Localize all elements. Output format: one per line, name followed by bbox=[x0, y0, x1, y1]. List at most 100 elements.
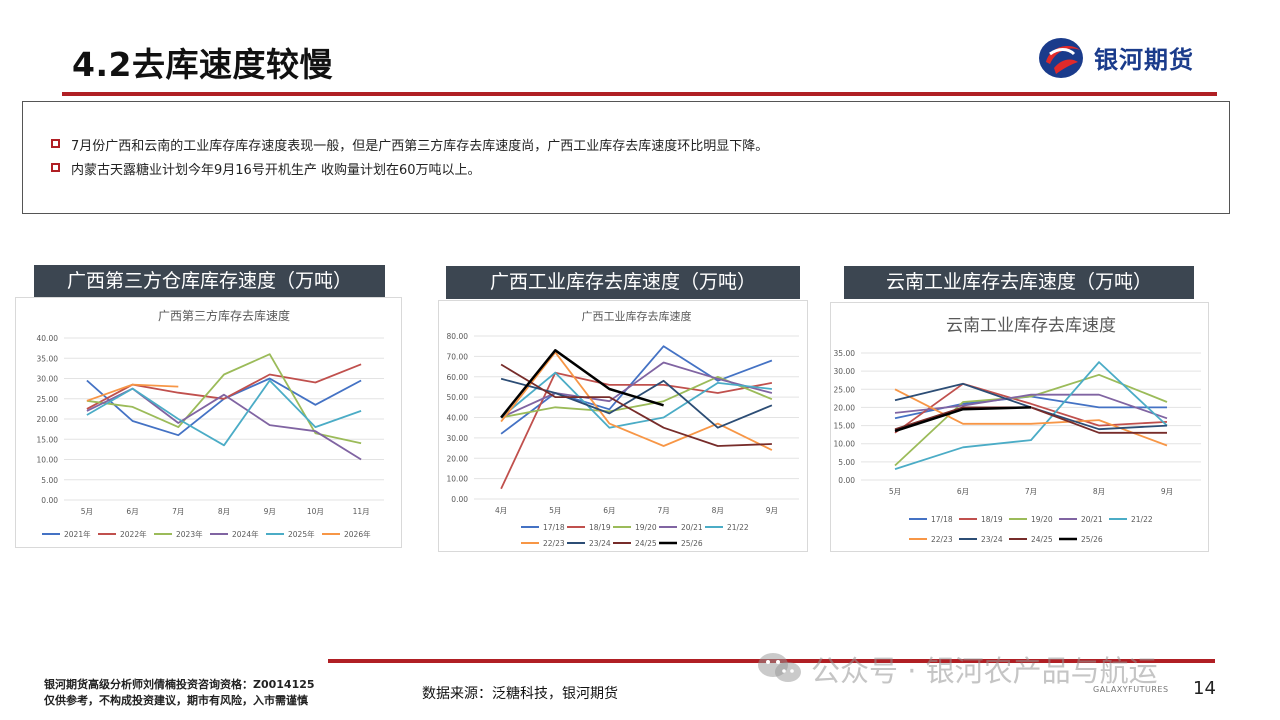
series-line-18/19 bbox=[894, 382, 1168, 434]
series-line-22/23 bbox=[500, 351, 773, 451]
logo-text: 银河期货 bbox=[1094, 46, 1194, 74]
chart-header-guangxi-industrial: 广西工业库存去库速度（万吨） bbox=[446, 266, 800, 299]
summary-box: 7月份广西和云南的工业库存库存速度表现一般，但是广西第三方库存去库速度尚，广西工… bbox=[22, 101, 1230, 214]
x-tick-label: 4月 bbox=[495, 506, 507, 515]
series-line-21/22 bbox=[500, 371, 773, 429]
analyst-qualification: 银河期货高级分析师刘倩楠投资咨询资格：Z0014125 bbox=[44, 678, 315, 691]
series-line-2025年 bbox=[86, 379, 362, 447]
legend-label: 21/22 bbox=[727, 523, 749, 532]
chart-svg: 广西第三方库存去库速度 0.00 5.00 10.00 15.00 20.00 25.00 3… bbox=[37, 308, 384, 539]
y-tick-label: 20.00 bbox=[447, 454, 469, 463]
y-tick-label: 30.00 bbox=[37, 375, 59, 384]
legend-label: 19/20 bbox=[1031, 515, 1053, 524]
y-tick-label: 25.00 bbox=[834, 385, 856, 394]
chart-guangxi-third-party: 广西第三方库存去库速度 0.00 5.00 10.00 15.00 20.00 25.00 3… bbox=[15, 297, 402, 548]
x-tick-label: 8月 bbox=[218, 507, 230, 516]
legend-label: 2021年 bbox=[64, 529, 91, 539]
bullet-square-icon bbox=[51, 139, 60, 148]
y-tick-label: 25.00 bbox=[37, 395, 59, 404]
y-tick-label: 10.00 bbox=[834, 440, 856, 449]
x-tick-label: 5月 bbox=[81, 507, 93, 516]
galaxy-logo-icon bbox=[1039, 38, 1083, 78]
legend-label: 20/21 bbox=[681, 523, 703, 532]
x-tick-label: 6月 bbox=[603, 506, 615, 515]
series-line-24/25 bbox=[500, 363, 772, 447]
y-tick-label: 10.00 bbox=[447, 475, 469, 484]
x-tick-label: 8月 bbox=[1093, 487, 1105, 496]
y-tick-label: 35.00 bbox=[834, 349, 856, 358]
legend-label: 24/25 bbox=[1031, 535, 1053, 544]
y-tick-label: 20.00 bbox=[37, 415, 59, 424]
legend-label: 20/21 bbox=[1081, 515, 1103, 524]
chart-header-yunnan-industrial: 云南工业库存去库速度（万吨） bbox=[844, 266, 1194, 299]
series-line-25/26 bbox=[500, 349, 664, 419]
title-divider bbox=[62, 92, 1217, 96]
y-tick-label: 30.00 bbox=[447, 434, 469, 443]
y-tick-label: 5.00 bbox=[41, 476, 58, 485]
legend-label: 24/25 bbox=[635, 539, 657, 548]
y-tick-label: 30.00 bbox=[834, 367, 856, 376]
y-tick-label: 20.00 bbox=[834, 403, 856, 412]
chart-title: 广西工业库存去库速度 bbox=[582, 309, 692, 323]
bullet-text: 内蒙古天露糖业计划今年9月16号开机生产 收购量计划在60万吨以上。 bbox=[71, 163, 481, 178]
legend-label: 22/23 bbox=[543, 539, 565, 548]
legend-label: 2023年 bbox=[176, 529, 203, 539]
legend-label: 2025年 bbox=[288, 529, 315, 539]
x-tick-label: 9月 bbox=[766, 506, 778, 515]
chart-title: 广西第三方库存去库速度 bbox=[158, 308, 290, 323]
x-tick-label: 6月 bbox=[957, 487, 969, 496]
x-tick-label: 11月 bbox=[353, 507, 370, 516]
data-source: 数据来源：泛糖科技，银河期货 bbox=[422, 686, 618, 702]
legend-label: 18/19 bbox=[589, 523, 611, 532]
y-tick-label: 0.00 bbox=[41, 496, 58, 505]
y-tick-label: 0.00 bbox=[838, 476, 855, 485]
page-number: 14 bbox=[1193, 678, 1216, 699]
y-tick-label: 40.00 bbox=[37, 334, 59, 343]
series-line-21/22 bbox=[894, 361, 1168, 470]
y-tick-label: 0.00 bbox=[451, 495, 468, 504]
legend-label: 25/26 bbox=[681, 539, 703, 548]
galaxy-futures-text: GALAXYFUTURES bbox=[1093, 685, 1169, 694]
legend-label: 23/24 bbox=[981, 535, 1003, 544]
legend-label: 18/19 bbox=[981, 515, 1003, 524]
disclaimer: 银河期货高级分析师刘倩楠投资咨询资格：Z0014125 仅供参考，不构成投资建议… bbox=[44, 677, 315, 709]
y-tick-label: 5.00 bbox=[838, 458, 855, 467]
x-tick-label: 7月 bbox=[1025, 487, 1037, 496]
series-line-2023年 bbox=[86, 353, 362, 445]
chart-svg: 广西工业库存去库速度 0.00 10.00 20.00 30.00 40.00 50.00 6… bbox=[447, 309, 799, 548]
wechat-icon bbox=[758, 653, 801, 682]
y-tick-label: 15.00 bbox=[834, 422, 856, 431]
x-tick-label: 9月 bbox=[1161, 487, 1173, 496]
x-tick-label: 10月 bbox=[307, 507, 324, 516]
series-line-25/26 bbox=[894, 406, 1032, 433]
bullet-text: 7月份广西和云南的工业库存库存速度表现一般，但是广西第三方库存去库速度尚，广西工… bbox=[71, 139, 769, 154]
y-tick-label: 35.00 bbox=[37, 354, 59, 363]
series-line-17/18 bbox=[500, 345, 773, 435]
x-tick-label: 6月 bbox=[126, 507, 138, 516]
legend-label: 2026年 bbox=[344, 529, 371, 539]
chart-yunnan-industrial: 云南工业库存去库速度 0.00 5.00 10.00 15.00 20.00 25.00 30… bbox=[830, 302, 1209, 552]
legend-label: 23/24 bbox=[589, 539, 611, 548]
bullet-square-icon bbox=[51, 163, 60, 172]
x-tick-label: 5月 bbox=[549, 506, 561, 515]
y-tick-label: 70.00 bbox=[447, 352, 469, 361]
y-tick-label: 10.00 bbox=[37, 456, 59, 465]
legend-label: 2024年 bbox=[232, 529, 259, 539]
legend-label: 17/18 bbox=[543, 523, 565, 532]
series-line-20/21 bbox=[500, 361, 773, 419]
chart-header-guangxi-third-party: 广西第三方仓库库存速度（万吨） bbox=[34, 265, 385, 298]
chart-guangxi-industrial: 广西工业库存去库速度 0.00 10.00 20.00 30.00 40.00 50.00 6… bbox=[438, 300, 808, 552]
watermark-text: 公众号 · 银河农产品与航运 bbox=[811, 654, 1158, 688]
risk-warning: 仅供参考，不构成投资建议，期市有风险，入市需谨慎 bbox=[44, 694, 308, 707]
x-tick-label: 9月 bbox=[264, 507, 276, 516]
x-tick-label: 8月 bbox=[712, 506, 724, 515]
series-line-20/21 bbox=[894, 393, 1168, 420]
chart-svg: 云南工业库存去库速度 0.00 5.00 10.00 15.00 20.00 25.00 30… bbox=[834, 316, 1201, 544]
x-tick-label: 5月 bbox=[889, 487, 901, 496]
y-tick-label: 15.00 bbox=[37, 435, 59, 444]
chart-title: 云南工业库存去库速度 bbox=[946, 316, 1116, 336]
page-title: 4.2去库速度较慢 bbox=[72, 45, 333, 84]
y-tick-label: 60.00 bbox=[447, 373, 469, 382]
series-line-24/25 bbox=[894, 406, 1167, 434]
legend-label: 17/18 bbox=[931, 515, 953, 524]
